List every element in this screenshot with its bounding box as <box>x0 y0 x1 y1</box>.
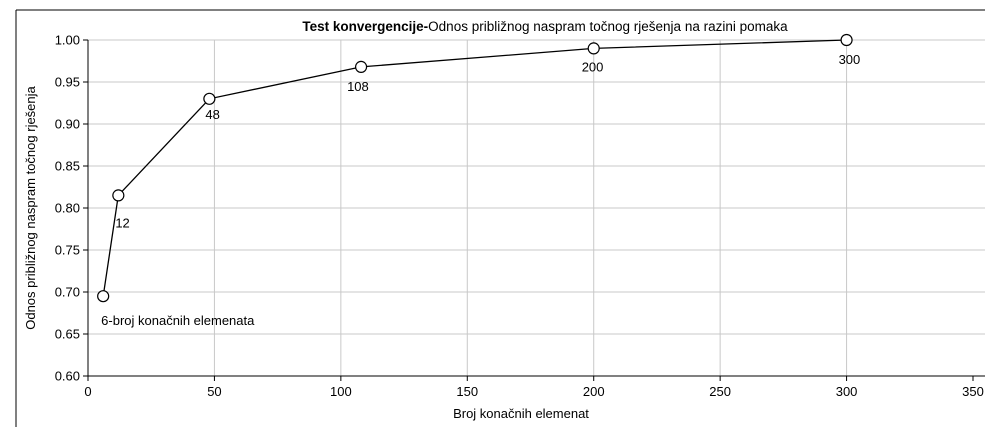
y-axis-label: Odnos približnog naspram točnog rješenja <box>23 85 38 329</box>
chart-title: Test konvergencije-Odnos približnog nasp… <box>302 19 788 34</box>
data-label: 300 <box>839 52 861 67</box>
data-label: 12 <box>115 215 129 230</box>
y-tick-label: 0.65 <box>55 327 80 342</box>
x-tick-label: 200 <box>583 384 605 399</box>
x-tick-label: 150 <box>456 384 478 399</box>
x-axis-label: Broj konačnih elemenat <box>453 406 589 421</box>
y-tick-label: 1.00 <box>55 33 80 48</box>
x-tick-label: 50 <box>207 384 221 399</box>
data-point <box>587 42 600 55</box>
data-point <box>97 290 110 303</box>
y-tick-label: 0.90 <box>55 117 80 132</box>
axes-layer <box>83 39 985 381</box>
series-layer <box>97 33 853 303</box>
chart-title-rest: Odnos približnog naspram točnog rješenja… <box>428 19 788 34</box>
tick-label-layer: 0.60 0.65 0.70 0.75 0.80 0.85 0.90 0.95 1.00 0 50 1… <box>55 33 984 400</box>
y-tick-label: 0.80 <box>55 201 80 216</box>
data-point <box>112 189 125 202</box>
y-tick-label: 0.85 <box>55 159 80 174</box>
data-point <box>203 92 216 105</box>
series-line <box>102 39 847 297</box>
y-tick-label: 0.75 <box>55 243 80 258</box>
data-label: 108 <box>347 79 369 94</box>
data-label: 200 <box>582 59 604 74</box>
x-tick-label: 100 <box>330 384 352 399</box>
y-tick-label: 0.60 <box>55 369 80 384</box>
x-tick-label: 250 <box>709 384 731 399</box>
data-point <box>354 60 368 73</box>
y-tick-label: 0.95 <box>55 75 80 90</box>
x-tick-label: 0 <box>84 384 91 399</box>
x-tick-label: 350 <box>962 384 984 399</box>
data-label: 6-broj konačnih elemenata <box>101 313 255 328</box>
x-tick-label: 300 <box>836 384 858 399</box>
data-label-layer: 6-broj konačnih elemenata 12 48 108 200 300 <box>101 52 860 328</box>
data-point <box>840 33 853 47</box>
data-label: 48 <box>205 107 219 122</box>
y-tick-label: 0.70 <box>55 285 80 300</box>
chart-title-bold: Test konvergencije- <box>302 19 428 34</box>
